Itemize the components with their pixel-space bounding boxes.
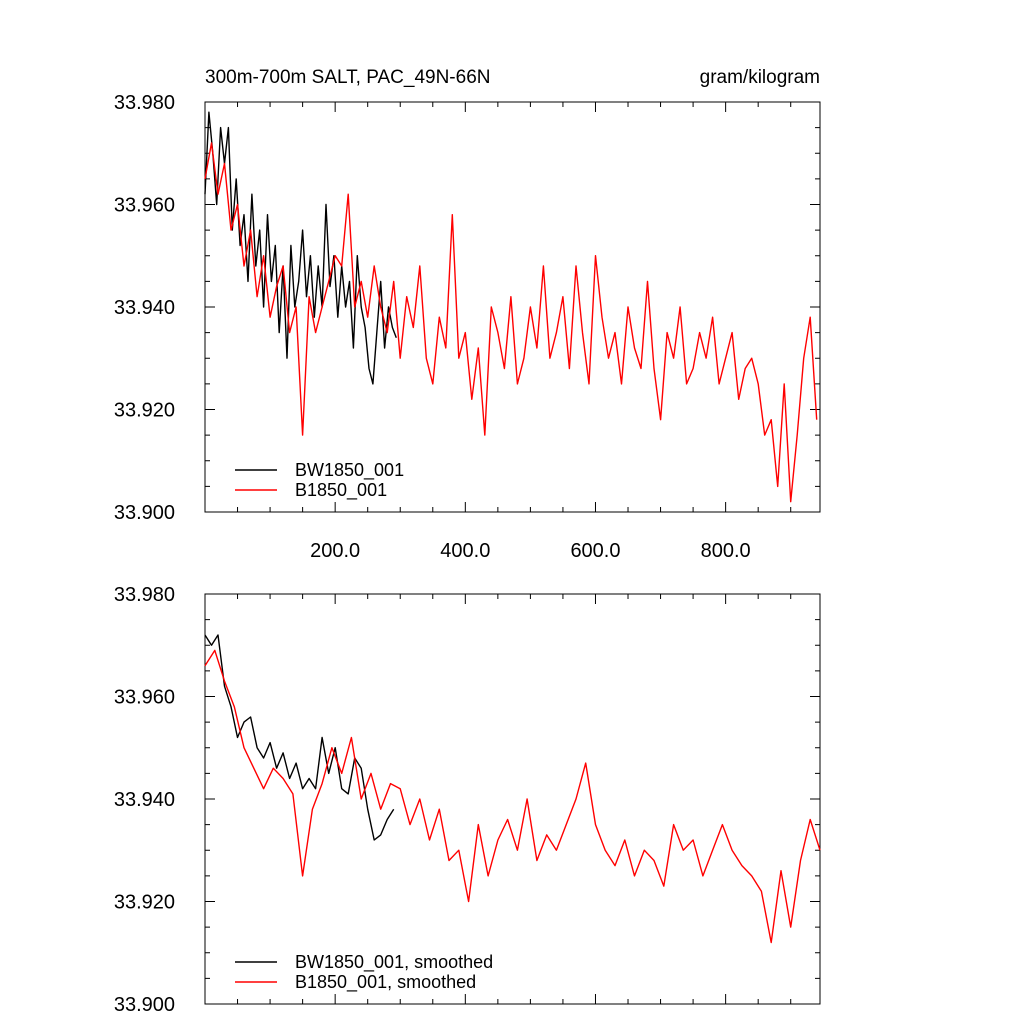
- y-tick-label: 33.920: [114, 892, 175, 914]
- y-tick-label: 33.940: [114, 789, 175, 811]
- y-tick-label: 33.900: [114, 994, 175, 1016]
- top-panel: 300m-700m SALT, PAC_49N-66N gram/kilogra…: [114, 67, 821, 562]
- x-tick-label: 200.0: [310, 540, 360, 562]
- y-tick-label: 33.920: [114, 400, 175, 422]
- bottom-panel: 33.900 33.920 33.940 33.960 33.980 BW1850_001…: [114, 584, 821, 1016]
- series-line-black: [204, 111, 397, 385]
- y-tick-label: 33.980: [114, 92, 175, 114]
- chart-title: 300m-700m SALT, PAC_49N-66N: [205, 67, 490, 88]
- y-tick-label: 33.900: [114, 502, 175, 524]
- series-line-black: [204, 634, 395, 841]
- x-tick-label: 600.0: [570, 540, 620, 562]
- legend-entry: B1850_001: [295, 480, 387, 501]
- series-line-red: [204, 649, 821, 944]
- y-tick-label: 33.960: [114, 195, 175, 217]
- y-tick-label: 33.980: [114, 584, 175, 606]
- units-label: gram/kilogram: [700, 67, 820, 88]
- x-tick-label: 800.0: [701, 540, 751, 562]
- y-tick-label: 33.960: [114, 687, 175, 709]
- y-tick-label: 33.940: [114, 297, 175, 319]
- plot-frame: [204, 101, 821, 513]
- legend-entry: B1850_001, smoothed: [295, 972, 476, 993]
- legend-entry: BW1850_001, smoothed: [295, 952, 493, 973]
- legend-entry: BW1850_001: [295, 460, 404, 481]
- series-line-red: [204, 142, 818, 503]
- plot-frame: [204, 593, 821, 1005]
- x-tick-label: 400.0: [440, 540, 490, 562]
